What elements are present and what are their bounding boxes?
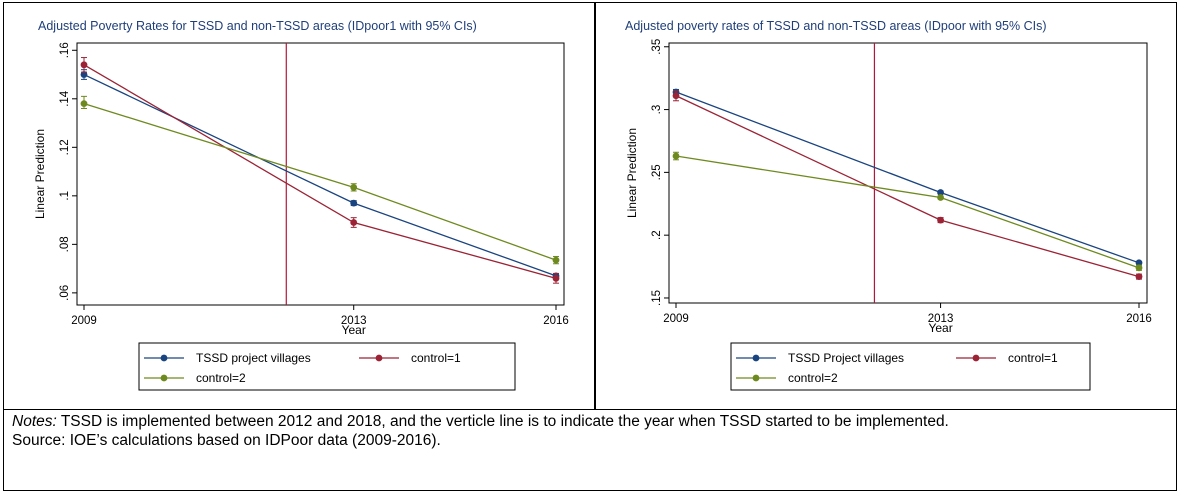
y-tick-label: .12 [59, 139, 71, 155]
plot-area [668, 42, 1148, 304]
x-axis-label: Year [928, 321, 952, 335]
legend-swatch-marker [160, 354, 168, 362]
data-point [937, 216, 944, 224]
left-chart: Adjusted Poverty Rates for TSSD and non-… [33, 19, 569, 391]
notes-block: Notes: TSSD is implemented between 2012 … [12, 412, 1172, 450]
notes-text: TSSD is implemented between 2012 and 201… [56, 413, 949, 430]
legend-label: control=2 [788, 371, 838, 385]
x-tick-label: 2013 [928, 313, 954, 325]
data-point [350, 183, 358, 191]
notes-heading: Notes: [12, 413, 57, 430]
legend-box [730, 342, 1091, 391]
legend-swatch-marker [752, 354, 760, 362]
series-line [83, 103, 557, 261]
source-line: Source: IOE’s calculations based on IDPo… [12, 432, 441, 449]
x-tick-label: 2013 [341, 315, 367, 327]
y-axis-label: Linear Prediction [33, 129, 47, 219]
chart-title: Adjusted poverty rates of TSSD and non-T… [625, 19, 1046, 33]
data-point [552, 274, 560, 282]
series-line [675, 91, 1140, 264]
series-line [83, 64, 557, 279]
legend-label: control=1 [411, 351, 461, 365]
x-tick-label: 2009 [663, 313, 689, 325]
notes-cell: Notes: TSSD is implemented between 2012 … [3, 409, 1177, 491]
chart-title: Adjusted Poverty Rates for TSSD and non-… [38, 19, 477, 33]
y-tick-label: .3 [651, 105, 663, 115]
y-tick-label: .2 [651, 230, 663, 240]
y-tick-label: .16 [59, 42, 71, 58]
y-axis-label: Linear Prediction [625, 128, 639, 218]
notes-paragraph: Notes: TSSD is implemented between 2012 … [12, 412, 1172, 431]
series-line [675, 95, 1140, 278]
series-line [83, 73, 557, 277]
y-tick-label: .15 [651, 290, 663, 306]
data-point [672, 92, 680, 100]
data-point [1135, 264, 1143, 272]
y-tick-label: .1 [59, 191, 71, 201]
x-tick-label: 2009 [71, 315, 97, 327]
legend-box [138, 342, 516, 391]
data-point [80, 61, 88, 69]
legend-swatch-marker [972, 354, 980, 362]
x-tick-label: 2016 [543, 315, 569, 327]
data-point [937, 189, 944, 196]
data-point [937, 194, 944, 201]
legend-swatch-marker [160, 374, 168, 382]
data-point [80, 100, 88, 108]
data-point [552, 256, 560, 264]
data-point [672, 152, 680, 160]
y-tick-label: .14 [59, 90, 71, 107]
series-line [675, 155, 1140, 269]
right-chart: Adjusted poverty rates of TSSD and non-T… [625, 19, 1152, 391]
data-point [1135, 273, 1143, 281]
legend-label: control=2 [196, 371, 246, 385]
data-point [80, 71, 88, 78]
x-axis-label: Year [342, 323, 366, 337]
legend-label: TSSD project villages [196, 351, 311, 365]
plot-area [76, 42, 565, 306]
y-tick-label: .06 [59, 285, 71, 301]
right-chart-cell: Adjusted poverty rates of TSSD and non-T… [595, 2, 1177, 410]
y-tick-label: .35 [651, 39, 663, 55]
legend-label: control=1 [1008, 351, 1058, 365]
data-point [350, 219, 358, 226]
data-point [350, 199, 358, 207]
legend-swatch-marker [375, 354, 383, 362]
data-point [1135, 259, 1143, 267]
y-tick-label: .25 [651, 164, 663, 180]
x-tick-label: 2016 [1126, 313, 1152, 325]
left-chart-cell: Adjusted Poverty Rates for TSSD and non-… [3, 2, 595, 410]
y-tick-label: .08 [59, 236, 71, 252]
legend-label: TSSD Project villages [788, 351, 904, 365]
legend-swatch-marker [752, 374, 760, 382]
